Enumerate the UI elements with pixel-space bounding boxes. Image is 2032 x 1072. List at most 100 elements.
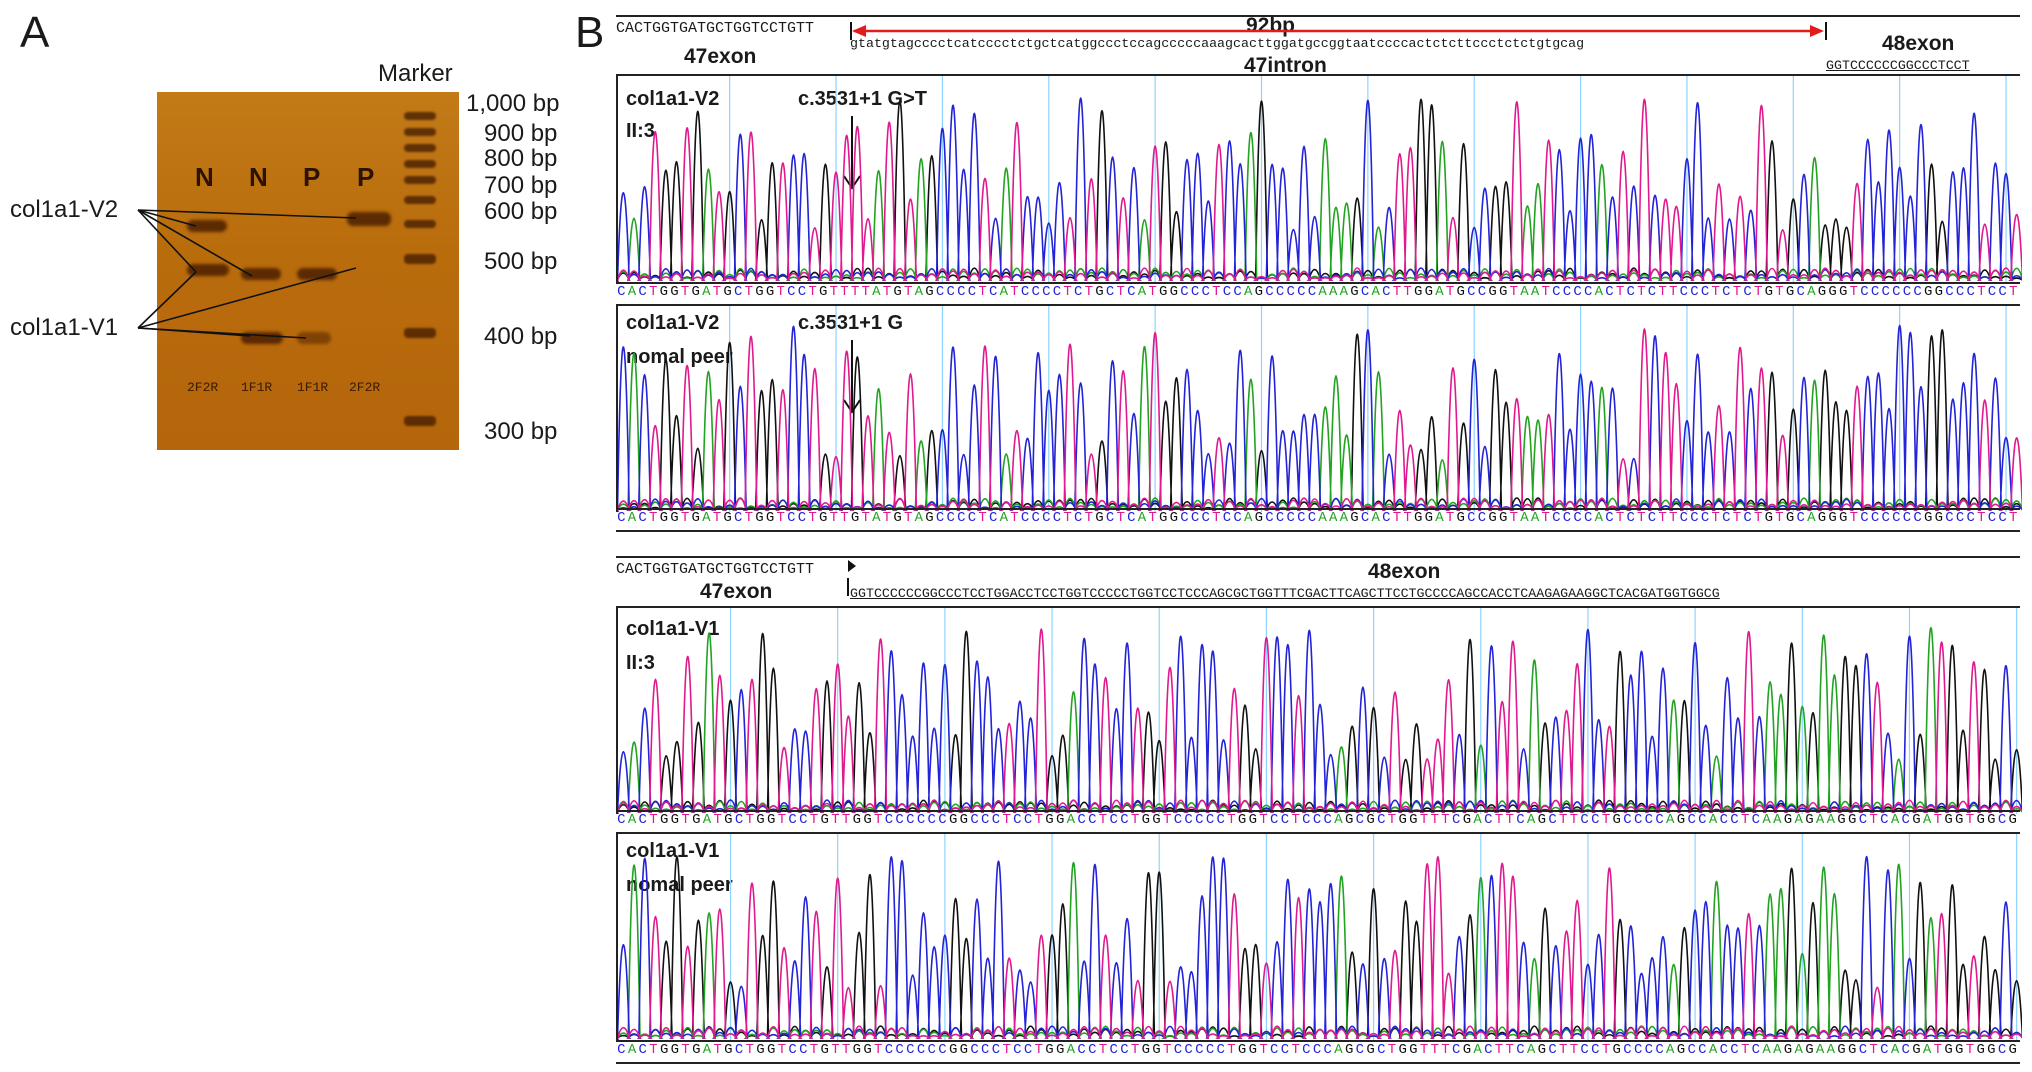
base-call: C xyxy=(1700,284,1710,300)
base-call: C xyxy=(1679,510,1689,526)
base-call: A xyxy=(1594,510,1604,526)
base-call: G xyxy=(1462,1042,1472,1058)
base-call: C xyxy=(1516,812,1525,828)
base-call: G xyxy=(863,812,872,828)
base-call: T xyxy=(1387,812,1397,828)
base-call: C xyxy=(797,510,807,526)
trace-T-channel xyxy=(618,856,2022,1040)
base-call: G xyxy=(1955,812,1964,828)
base-call: T xyxy=(831,812,840,828)
base-call: T xyxy=(1063,284,1072,300)
variant-label-v2: col1a1-V2 xyxy=(10,196,119,223)
base-call: G xyxy=(1169,284,1179,300)
base-call: G xyxy=(1828,284,1837,300)
base-call: A xyxy=(1473,812,1482,828)
base-call: G xyxy=(959,1042,969,1058)
base-call: C xyxy=(1647,284,1657,300)
base-call: C xyxy=(788,812,797,828)
base-call: T xyxy=(1034,1042,1043,1058)
base-call: T xyxy=(1965,1042,1975,1058)
base-call: C xyxy=(916,1042,926,1058)
base-call: T xyxy=(1505,812,1514,828)
base-call: G xyxy=(670,510,679,526)
base-call: G xyxy=(1055,1042,1065,1058)
base-call: G xyxy=(820,1042,829,1058)
gel-band xyxy=(241,268,281,280)
base-call: G xyxy=(1764,510,1774,526)
base-call: T xyxy=(840,284,849,300)
base-call: C xyxy=(1647,510,1657,526)
base-call: C xyxy=(1623,1042,1632,1058)
base-call: T xyxy=(1933,1042,1943,1058)
base-call: T xyxy=(1291,1042,1300,1058)
base-call: C xyxy=(1233,510,1242,526)
base-call: C xyxy=(1700,510,1710,526)
base-call: T xyxy=(1430,1042,1439,1058)
base-call: G xyxy=(1837,812,1846,828)
base-call: C xyxy=(1216,812,1225,828)
base-call: C xyxy=(1881,510,1890,526)
base-call: C xyxy=(1201,284,1210,300)
base-call: T xyxy=(1658,284,1667,300)
base-call: A xyxy=(1773,812,1782,828)
intron-span-arrow xyxy=(850,22,1827,40)
base-call: G xyxy=(1158,284,1168,300)
base-call: C xyxy=(1901,812,1910,828)
base-call: T xyxy=(1494,812,1504,828)
base-call: C xyxy=(1088,812,1097,828)
base-call: G xyxy=(756,1042,765,1058)
base-call: C xyxy=(1548,812,1557,828)
base-call: C xyxy=(1623,812,1632,828)
base-call: C xyxy=(1730,812,1739,828)
base-call: G xyxy=(925,510,934,526)
base-call: A xyxy=(702,510,711,526)
base-call: A xyxy=(627,510,637,526)
base-call: C xyxy=(1626,284,1635,300)
base-call: A xyxy=(1371,284,1380,300)
base-call: C xyxy=(1552,510,1561,526)
size-label: 800 bp xyxy=(484,145,558,172)
base-call: T xyxy=(1569,1042,1579,1058)
base-call: G xyxy=(659,812,669,828)
base-call: A xyxy=(627,812,637,828)
base-call: C xyxy=(1323,1042,1332,1058)
base-call: T xyxy=(712,510,722,526)
base-call: C xyxy=(1275,510,1285,526)
base-call: A xyxy=(1243,510,1253,526)
base-call: C xyxy=(991,1042,1001,1058)
base-call: G xyxy=(1838,510,1848,526)
base-call: G xyxy=(1923,284,1933,300)
base-call: C xyxy=(1562,510,1572,526)
base-call: G xyxy=(1987,812,1996,828)
base-call: G xyxy=(1955,1042,1964,1058)
base-call: A xyxy=(872,284,881,300)
base-call: G xyxy=(1344,812,1354,828)
base-call: C xyxy=(1127,284,1136,300)
base-call: C xyxy=(1580,1042,1589,1058)
base-call: T xyxy=(1933,812,1943,828)
base-call: C xyxy=(1323,812,1332,828)
base-call: T xyxy=(831,1042,840,1058)
base-call: G xyxy=(1987,1042,1996,1058)
base-call: C xyxy=(1216,1042,1225,1058)
base-call: C xyxy=(1573,510,1582,526)
base-call: T xyxy=(1130,1042,1140,1058)
base-call: C xyxy=(1031,510,1040,526)
base-call: C xyxy=(1222,510,1232,526)
base-call: A xyxy=(1318,284,1327,300)
base-call: C xyxy=(1052,510,1062,526)
base-call: G xyxy=(659,510,669,526)
base-call: T xyxy=(1259,1042,1268,1058)
base-call: T xyxy=(713,1042,722,1058)
base-call: T xyxy=(713,812,722,828)
base-call: C xyxy=(799,1042,808,1058)
base-call: A xyxy=(1243,284,1253,300)
size-label: 600 bp xyxy=(484,198,558,225)
base-call: G xyxy=(1805,812,1814,828)
base-call: C xyxy=(1042,284,1051,300)
base-call: C xyxy=(734,1042,744,1058)
base-call: G xyxy=(1413,510,1423,526)
base-call: G xyxy=(818,284,828,300)
base-call: C xyxy=(1690,284,1699,300)
base-call: T xyxy=(1505,1042,1514,1058)
